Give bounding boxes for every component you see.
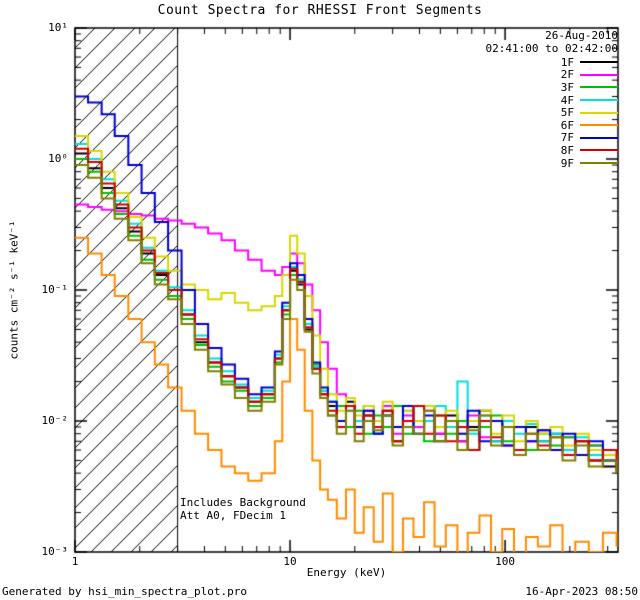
legend-color-line [580,136,618,139]
y-tick-label: 10¹ [48,21,68,34]
legend-item-2f: 2F [560,68,618,82]
legend-label: 3F [560,80,574,94]
plot-annotations: Includes Background Att A0, FDecim 1 [180,496,306,522]
x-tick-label: 1 [71,555,79,568]
y-tick-label: 10⁻² [41,414,69,427]
legend-label: 5F [560,106,574,120]
observation-datetime: 26-Aug-2010 02:41:00 to 02:42:00 [486,29,618,55]
observation-time-range: 02:41:00 to 02:42:00 [485,42,618,55]
y-tick-label: 10⁰ [48,152,68,165]
legend-color-line [580,111,618,114]
legend-color-line [580,61,618,64]
legend-item-5f: 5F [561,106,618,119]
legend-item-7f: 7F [560,131,618,145]
legend-color-line [580,149,618,152]
legend-item-1f: 1F [561,56,618,69]
legend-label: 8F [560,143,574,157]
legend-item-4f: 4F [561,94,618,107]
legend-item-6f: 6F [561,119,618,132]
x-tick-label: 100 [495,555,516,568]
annotation-background: Includes Background [180,496,306,509]
legend-label: 6F [560,118,574,132]
legend-item-9f: 9F [561,157,618,170]
legend-label: 2F [560,68,574,82]
detector-legend: 1F 2F 3F 4F 5F 6F 7F 8F 9F [560,56,618,170]
legend-color-line [580,162,618,165]
plot-title: Count Spectra for RHESSI Front Segments [157,3,483,18]
legend-color-line [580,86,618,89]
y-tick-label: 10⁻¹ [41,283,69,296]
generator-credit: Generated by hsi_min_spectra_plot.pro [2,585,248,598]
legend-color-line [580,73,618,76]
legend-color-line [580,124,618,127]
observation-date: 26-Aug-2010 [545,29,618,42]
x-tick-label: 10 [283,555,297,568]
legend-label: 7F [560,131,574,145]
x-axis-label: Energy (keV) [306,566,387,579]
annotation-attenuator: Att A0, FDecim 1 [180,509,286,522]
y-tick-label: 10⁻³ [41,545,69,558]
legend-label: 9F [560,156,574,170]
render-timestamp: 16-Apr-2023 08:50 [525,585,638,598]
legend-label: 4F [560,93,574,107]
legend-label: 1F [560,55,574,69]
legend-color-line [580,99,618,102]
legend-item-8f: 8F [561,144,618,157]
legend-item-3f: 3F [561,81,618,94]
